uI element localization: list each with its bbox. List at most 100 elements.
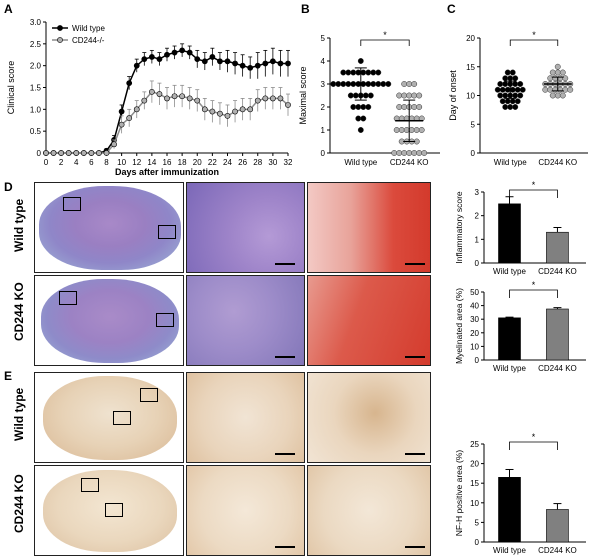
data-point — [517, 81, 524, 87]
y-tick-label: 2.0 — [30, 62, 42, 71]
data-point — [247, 64, 254, 71]
y-axis-label: Myelinated area (%) — [454, 288, 464, 364]
x-axis-label: Days after immunization — [115, 167, 219, 177]
data-point — [330, 81, 337, 87]
data-point — [502, 92, 509, 99]
data-point — [133, 106, 140, 113]
bar-ko — [546, 308, 569, 361]
y-tick-label: 0 — [321, 149, 326, 158]
row-label-d-wild: Wild type — [12, 198, 26, 252]
data-point — [232, 108, 238, 115]
x-category-label: CD244 KO — [538, 267, 577, 276]
data-point — [517, 92, 524, 99]
data-point — [352, 92, 359, 99]
x-category-label: Wild type — [344, 158, 377, 167]
data-point — [96, 150, 102, 156]
data-point — [401, 81, 408, 87]
data-point — [133, 62, 140, 69]
myelinated-area-bar-chart: 0 10 20 30 40 50 Myelinated area (%) Wild type C… — [454, 280, 586, 373]
x-tick-label: 10 — [117, 158, 126, 167]
x-tick-label: 22 — [208, 158, 217, 167]
data-point — [126, 80, 133, 87]
y-tick-label: 0 — [475, 259, 480, 268]
data-point — [375, 69, 382, 76]
data-point — [411, 150, 418, 156]
y-axis-label: Day of onset — [448, 70, 458, 121]
clinical-score-line-chart: 00.51.01.52.02.53.00 2 4 6 8 10 12 14 16 18 20 22 24… — [6, 18, 292, 177]
micrograph-e-ko-zoom2 — [307, 465, 431, 556]
bar-wild — [498, 477, 521, 543]
x-tick-label: 26 — [238, 158, 247, 167]
data-point — [262, 60, 269, 67]
y-tick-label: 1 — [475, 235, 480, 244]
micrograph-e-ko-overview — [34, 465, 184, 556]
y-tick-label: 0 — [475, 538, 480, 547]
y-tick-label: 2 — [475, 212, 480, 221]
data-point — [126, 115, 133, 121]
micrograph-d-wild-red — [307, 182, 431, 273]
data-point — [367, 92, 374, 99]
bar-ko — [546, 509, 569, 543]
data-point — [403, 127, 410, 133]
data-point — [380, 81, 387, 87]
y-tick-label: 1.0 — [30, 105, 42, 114]
significance-star: * — [532, 30, 536, 40]
data-point — [398, 127, 405, 133]
y-axis-label: Inflammatory score — [454, 191, 464, 264]
data-point — [514, 98, 521, 105]
data-point — [141, 56, 148, 63]
y-tick-label: 0 — [475, 356, 480, 365]
x-category-label: Wild type — [493, 267, 526, 276]
data-point — [512, 104, 519, 110]
y-tick-label: 10 — [470, 342, 479, 351]
x-tick-label: 30 — [268, 158, 277, 167]
data-point — [504, 69, 511, 76]
data-point — [509, 69, 516, 76]
y-tick-label: 15 — [470, 479, 479, 488]
data-point — [164, 95, 170, 102]
data-point — [194, 97, 201, 104]
data-point — [512, 75, 519, 82]
scale-bar — [405, 263, 425, 265]
data-point — [559, 69, 566, 76]
x-category-label: Wild type — [494, 158, 527, 167]
roi-box — [156, 313, 174, 327]
micrograph-e-wild-overview — [34, 372, 184, 463]
data-point — [217, 110, 223, 117]
scale-bar — [275, 453, 295, 455]
row-label-e-wild: Wild type — [12, 387, 26, 441]
data-point — [156, 91, 163, 97]
data-point — [118, 121, 125, 128]
data-point — [504, 98, 511, 105]
data-point — [103, 150, 110, 156]
data-point — [201, 106, 208, 113]
data-point — [148, 54, 155, 60]
significance-star: * — [532, 180, 536, 190]
data-point — [262, 95, 269, 102]
row-label-e-ko: CD244 KO — [12, 474, 26, 533]
data-point — [365, 69, 372, 76]
y-tick-label: 5 — [475, 518, 480, 527]
y-tick-label: 5 — [321, 34, 326, 43]
significance-star: * — [383, 30, 387, 40]
data-point — [554, 69, 561, 76]
data-point — [239, 106, 246, 113]
data-point — [393, 127, 400, 133]
bar-wild — [498, 317, 521, 361]
data-point — [512, 81, 519, 87]
scale-bar — [405, 546, 425, 548]
y-tick-label: 3 — [475, 188, 480, 197]
day-of-onset-dot-plot: 0 5 10 15 20 Day of onset Wild type CD244 KO * — [448, 30, 588, 167]
data-point — [50, 150, 57, 156]
legend-label-ko: CD244-/- — [72, 36, 105, 45]
legend-marker-ko — [57, 37, 63, 43]
scale-bar — [405, 356, 425, 358]
panel-letter-e: E — [4, 369, 13, 383]
data-point — [360, 69, 367, 76]
data-point — [507, 75, 514, 82]
data-point — [277, 60, 284, 67]
data-point — [502, 81, 509, 87]
y-tick-label: 4 — [321, 57, 326, 66]
x-category-label: Wild type — [493, 364, 526, 373]
data-point — [562, 75, 569, 82]
